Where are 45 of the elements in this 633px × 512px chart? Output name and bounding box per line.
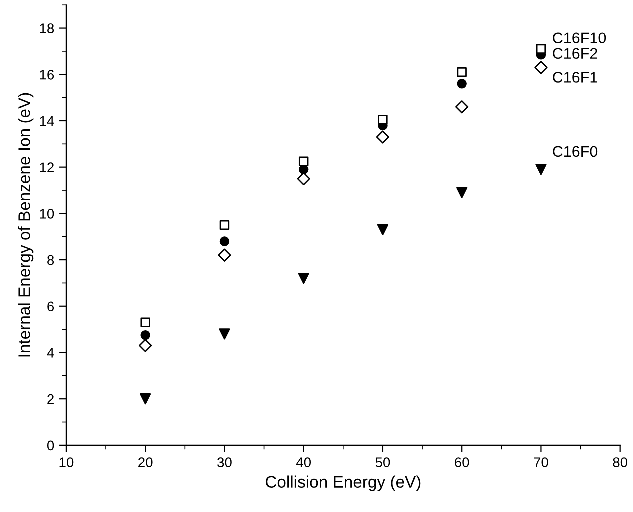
x-axis-title: Collision Energy (eV) [266, 476, 421, 492]
y-tick-label: 16 [40, 70, 54, 80]
point [220, 236, 230, 246]
point [220, 220, 230, 230]
x-tick-label: 30 [218, 458, 232, 468]
point [219, 328, 230, 340]
point [140, 318, 150, 328]
x-tick-label: 10 [60, 458, 74, 468]
point [377, 224, 389, 236]
x-tick-label: 40 [296, 458, 312, 468]
y-tick-label: 18 [40, 24, 54, 34]
point [536, 164, 547, 176]
point [298, 156, 309, 166]
y-tick-label: 6 [48, 302, 54, 312]
x-tick-label: 60 [455, 458, 470, 468]
x-tick-label: 50 [376, 458, 390, 468]
point [140, 394, 152, 405]
point [456, 100, 469, 114]
x-tick-label: 20 [138, 458, 153, 468]
point [140, 330, 150, 340]
y-axis-title: Internal Energy of Benzene Ion (eV) [18, 93, 34, 357]
y-tick-label: 0 [47, 440, 54, 451]
series-label: C16F2 [553, 48, 598, 60]
point [378, 114, 388, 125]
x-tick-label: 80 [613, 458, 628, 468]
point [297, 172, 310, 186]
y-tick-label: 8 [48, 255, 54, 266]
point [536, 44, 546, 54]
y-tick-label: 4 [47, 348, 54, 358]
point [456, 187, 468, 198]
series-label: C16F10 [553, 32, 606, 44]
series-label: C16F0 [553, 146, 598, 158]
y-tick-label: 12 [40, 162, 54, 172]
point [376, 130, 390, 144]
series-label: C16F1 [553, 72, 598, 83]
x-tick-label: 70 [534, 458, 548, 468]
point [139, 339, 152, 352]
point [218, 248, 232, 262]
point [534, 61, 548, 74]
y-tick-label: 2 [48, 394, 54, 404]
y-tick-label: 10 [40, 209, 54, 219]
point [457, 79, 467, 89]
point [298, 273, 310, 284]
point [457, 67, 467, 78]
y-tick-label: 14 [40, 116, 54, 126]
